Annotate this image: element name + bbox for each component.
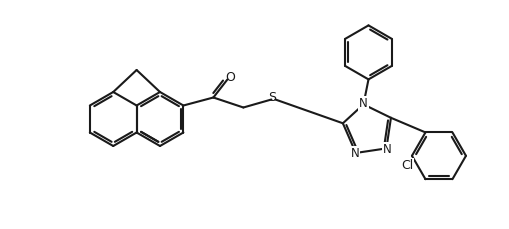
Text: O: O xyxy=(225,71,235,84)
Text: Cl: Cl xyxy=(400,159,412,172)
Text: N: N xyxy=(350,147,358,161)
Text: S: S xyxy=(268,91,276,104)
Text: N: N xyxy=(358,97,367,110)
Text: N: N xyxy=(382,143,391,156)
